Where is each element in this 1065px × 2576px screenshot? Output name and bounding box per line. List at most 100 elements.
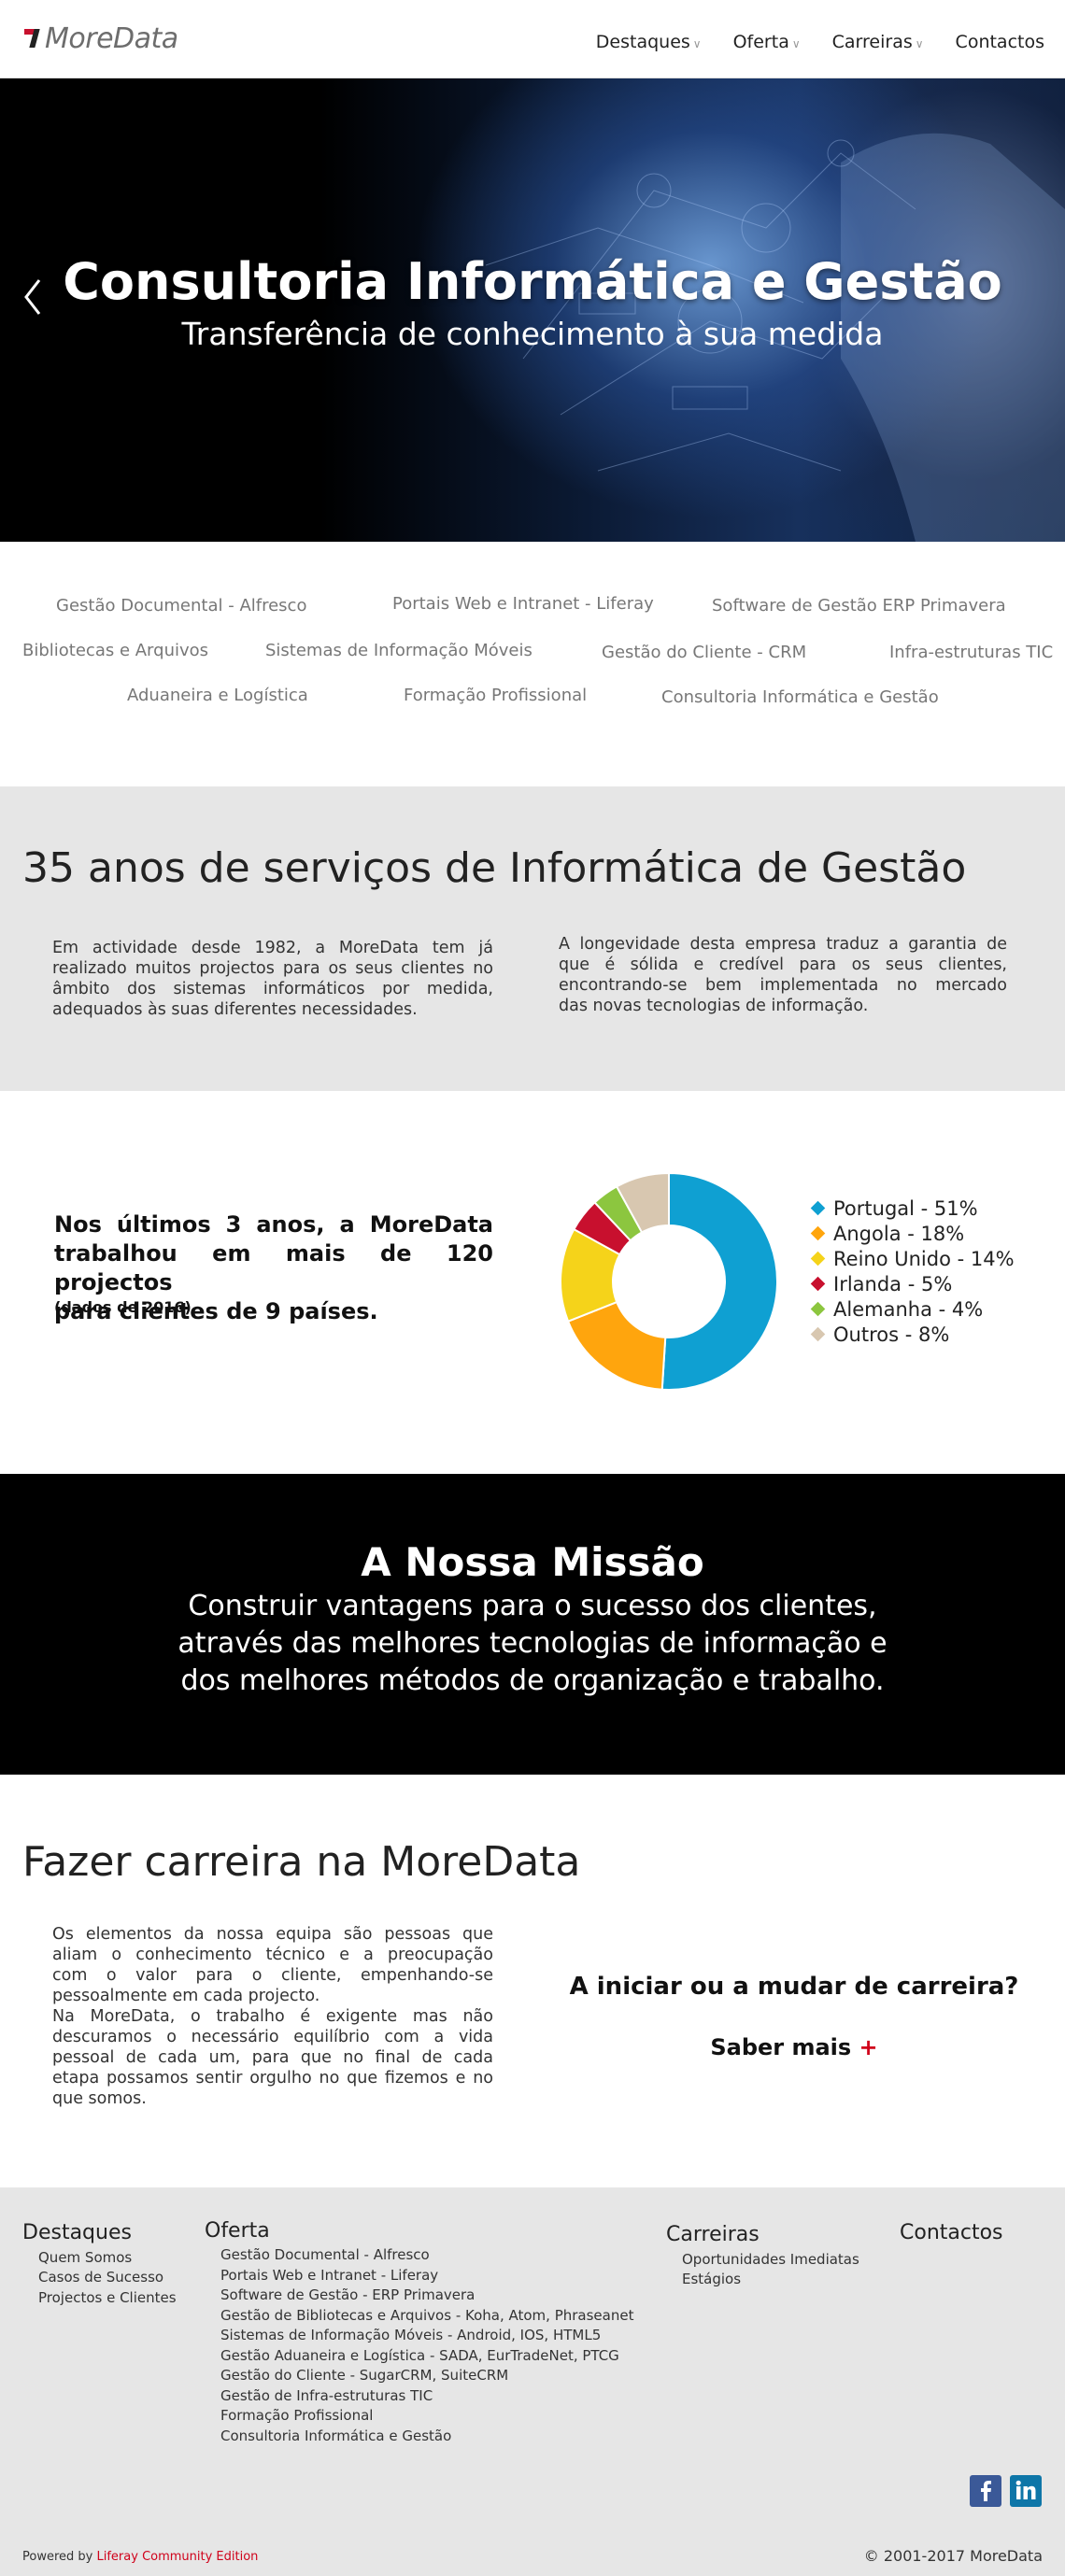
logo[interactable]: MoreData [24,22,178,55]
footer-link[interactable]: Oportunidades Imediatas [682,2251,859,2268]
chevron-down-icon: ∨ [915,36,924,50]
mission-title: A Nossa Missão [361,1539,704,1585]
nav-destaques[interactable]: Destaques ∨ [596,32,702,52]
career-line: aliam o conhecimento técnico e a preocup… [52,1946,493,1964]
nav-destaques-label: Destaques [595,32,690,52]
legend-label: Outros - 8% [833,1323,950,1346]
nav-carreiras-label: Carreiras [831,32,913,52]
legend-diamond-icon [810,1200,826,1216]
legend-label: Angola - 18% [833,1222,965,1245]
footer-link[interactable]: Consultoria Informática e Gestão [220,2427,452,2444]
plus-icon: + [859,2034,878,2060]
facebook-icon[interactable] [970,2475,1001,2507]
footer-link[interactable]: Gestão de Infra-estruturas TIC [220,2387,433,2404]
service-link-crm[interactable]: Gestão do Cliente - CRM [602,643,807,662]
footer-link[interactable]: Gestão do Cliente - SugarCRM, SuiteCRM [220,2367,509,2384]
liferay-link[interactable]: Liferay Community Edition [96,2550,259,2564]
career-title: Fazer carreira na MoreData [22,1838,581,1886]
logo-mark-icon [24,27,43,51]
footer-heading-contactos[interactable]: Contactos [900,2221,1003,2244]
nav-oferta-label: Oferta [732,32,789,52]
carousel-prev-button[interactable] [19,276,47,318]
mission-line: Construir vantagens para o sucesso dos c… [188,1590,877,1622]
stats-line: Nos últimos 3 anos, a MoreData [54,1211,493,1238]
nav-contactos-label: Contactos [955,32,1044,52]
about-right-line: que é sólida e credível para os seus cli… [559,955,1007,974]
footer-link[interactable]: Quem Somos [38,2249,133,2266]
hero-background-image [485,133,1065,542]
about-left-line: âmbito dos sistemas informáticos por med… [52,980,493,998]
legend-label: Irlanda - 5% [833,1272,953,1295]
stats-line: para clientes de 9 países. [54,1298,378,1324]
copyright: © 2001-2017 MoreData [863,2547,1043,2565]
career-line: com o valor para o cliente, empenhando-s… [52,1966,493,1985]
service-link-consultoria[interactable]: Consultoria Informática e Gestão [661,687,939,707]
nav-carreiras[interactable]: Carreiras ∨ [832,32,924,52]
career-text: Os elementos da nossa equipa são pessoas… [52,1924,493,2109]
about-right-text: A longevidade desta empresa traduz a gar… [559,934,1007,1016]
about-right-line: A longevidade desta empresa traduz a gar… [559,935,1007,954]
service-link-primavera[interactable]: Software de Gestão ERP Primavera [712,596,1006,616]
footer-link[interactable]: Software de Gestão - ERP Primavera [220,2286,476,2303]
about-left-line: realizado muitos projectos para os seus … [52,959,493,978]
about-left-line: Em actividade desde 1982, a MoreData tem… [52,939,493,957]
footer-link[interactable]: Gestão Documental - Alfresco [220,2246,430,2263]
donut-slice-outros [615,1171,670,1234]
nav-contactos[interactable]: Contactos [956,32,1044,52]
service-link-bibliotecas[interactable]: Bibliotecas e Arquivos [22,641,209,660]
legend-label: Portugal - 51% [833,1196,978,1220]
service-link-formacao[interactable]: Formação Profissional [404,686,588,705]
service-link-moveis[interactable]: Sistemas de Informação Móveis [265,641,532,660]
chevron-down-icon: ∨ [692,36,702,50]
service-link-liferay[interactable]: Portais Web e Intranet - Liferay [392,594,654,614]
legend-diamond-icon [810,1301,826,1317]
legend-label: Reino Unido - 14% [833,1247,1015,1270]
service-link-infra[interactable]: Infra-estruturas TIC [889,643,1054,662]
chevron-down-icon: ∨ [791,36,801,50]
about-left-text: Em actividade desde 1982, a MoreData tem… [52,938,493,1020]
service-link-aduaneira[interactable]: Aduaneira e Logística [127,686,308,705]
footer-link[interactable]: Sistemas de Informação Móveis - Android,… [220,2327,602,2343]
footer-link[interactable]: Gestão de Bibliotecas e Arquivos - Koha,… [220,2307,634,2324]
legend-label: Alemanha - 4% [833,1297,984,1321]
footer-link[interactable]: Projectos e Clientes [38,2289,177,2306]
footer-link[interactable]: Estágios [682,2271,742,2287]
career-line: que somos. [52,2089,147,2108]
footer-heading-carreiras[interactable]: Carreiras [666,2223,760,2246]
hero-banner: Consultoria Informática e Gestão Transfe… [0,78,1065,542]
legend-diamond-icon [810,1251,826,1267]
mission-section: A Nossa Missão Construir vantagens para … [0,1474,1065,1775]
site-footer [0,2187,1065,2576]
about-title: 35 anos de serviços de Informática de Ge… [22,844,967,892]
chevron-left-icon [24,279,41,315]
saber-mais-link[interactable]: Saber mais + [542,2034,1046,2060]
footer-link[interactable]: Casos de Sucesso [38,2269,164,2286]
service-link-alfresco[interactable]: Gestão Documental - Alfresco [56,596,307,616]
legend-diamond-icon [810,1225,826,1241]
about-right-line: das novas tecnologias de informação. [559,997,869,1015]
footer-heading-oferta[interactable]: Oferta [205,2219,270,2243]
stats-line: trabalhou em mais de 120 projectos [54,1240,493,1295]
site-header: MoreData Destaques ∨ Oferta ∨ Carreiras ∨ C… [0,0,1065,78]
hero-title: Consultoria Informática e Gestão [63,252,1002,311]
footer-link[interactable]: Portais Web e Intranet - Liferay [220,2267,439,2284]
logo-text: MoreData [45,22,178,55]
legend-item: Angola - 18% [810,1221,1015,1246]
nav-oferta[interactable]: Oferta ∨ [733,32,801,52]
about-section: 35 anos de serviços de Informática de Ge… [0,786,1065,1091]
saber-mais-label: Saber mais [710,2034,852,2060]
hero-subtitle: Transferência de conhecimento à sua medi… [181,316,884,352]
donut-slice-portugal [660,1171,778,1391]
about-right-line: encontrando-se bem implementada no merca… [559,976,1007,995]
footer-link[interactable]: Formação Profissional [220,2407,374,2424]
career-line: etapa possamos sentir orgulho no que fiz… [52,2069,493,2088]
chart-legend: Portugal - 51% Angola - 18% Reino Unido - … [810,1196,1015,1347]
footer-heading-destaques[interactable]: Destaques [22,2221,132,2244]
legend-item: Alemanha - 4% [810,1296,1015,1322]
career-line: pessoalmente em cada projecto. [52,1987,320,2005]
powered-by-prefix: Powered by [22,2550,93,2564]
main-nav: Destaques ∨ Oferta ∨ Carreiras ∨ Contactos [564,32,1044,52]
footer-link[interactable]: Gestão Aduaneira e Logística - SADA, Eur… [220,2347,619,2364]
career-line: Os elementos da nossa equipa são pessoas… [52,1925,493,1944]
linkedin-icon[interactable] [1010,2475,1042,2507]
